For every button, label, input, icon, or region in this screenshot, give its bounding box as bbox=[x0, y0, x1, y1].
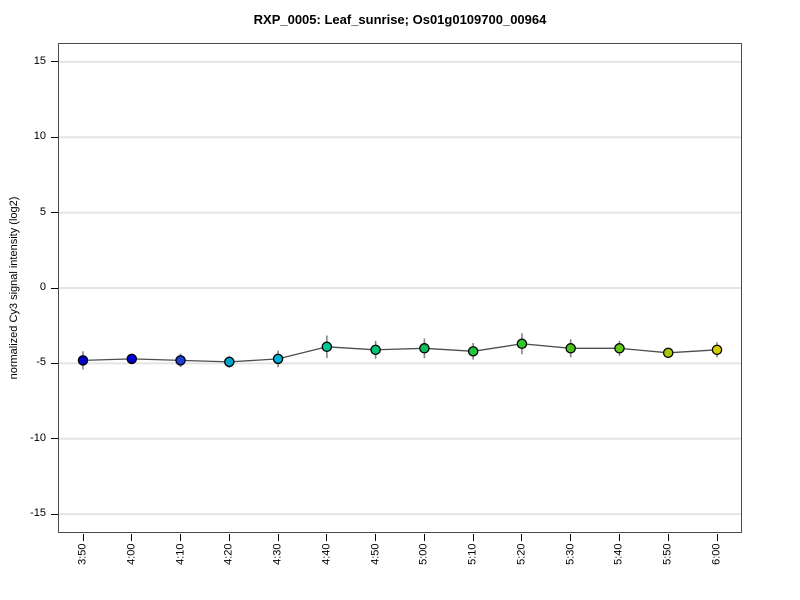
y-tick-label: -10 bbox=[30, 431, 46, 444]
y-tick-mark bbox=[51, 61, 58, 63]
y-tick-label: 10 bbox=[33, 130, 46, 143]
x-tick-label: 4:30 bbox=[271, 543, 284, 565]
x-tick-label: 4:50 bbox=[369, 543, 382, 565]
data-point bbox=[614, 343, 625, 354]
y-tick-label: -5 bbox=[36, 356, 46, 369]
y-tick-mark bbox=[51, 136, 58, 138]
y-tick-mark bbox=[51, 362, 58, 364]
x-tick-mark bbox=[570, 534, 572, 541]
x-tick-mark bbox=[180, 534, 182, 541]
y-tick-mark bbox=[51, 438, 58, 440]
data-point bbox=[711, 344, 723, 356]
x-tick-mark bbox=[716, 534, 718, 541]
data-point bbox=[175, 355, 186, 366]
x-tick-mark bbox=[472, 534, 474, 541]
series-line bbox=[82, 343, 718, 363]
x-tick-mark bbox=[277, 534, 279, 541]
data-point bbox=[467, 346, 479, 357]
y-tick-label: -15 bbox=[30, 507, 46, 520]
x-tick-label: 4:10 bbox=[174, 543, 187, 565]
data-point bbox=[565, 343, 576, 354]
data-point bbox=[419, 343, 430, 354]
y-tick-label: 0 bbox=[39, 281, 46, 293]
x-tick-label: 6:00 bbox=[710, 543, 723, 565]
x-tick-label: 5:30 bbox=[564, 543, 577, 565]
y-tick-mark bbox=[51, 212, 58, 214]
x-tick-label: 5:20 bbox=[515, 543, 528, 565]
data-point bbox=[272, 353, 284, 365]
data-point bbox=[224, 356, 235, 368]
y-tick-label: 5 bbox=[39, 205, 46, 218]
x-tick-mark bbox=[618, 534, 620, 541]
x-tick-label: 5:10 bbox=[466, 543, 479, 565]
x-tick-mark bbox=[131, 534, 133, 541]
x-tick-mark bbox=[326, 534, 328, 541]
x-tick-label: 4:40 bbox=[320, 543, 333, 565]
y-tick-mark bbox=[51, 287, 58, 289]
data-point bbox=[662, 347, 674, 359]
x-tick-label: 5:00 bbox=[417, 543, 430, 565]
x-tick-label: 4:20 bbox=[222, 543, 235, 565]
data-point bbox=[126, 353, 138, 365]
y-tick-mark bbox=[51, 513, 58, 515]
data-point bbox=[321, 341, 333, 353]
x-tick-mark bbox=[228, 534, 230, 541]
x-tick-mark bbox=[667, 534, 669, 541]
data-point bbox=[370, 344, 381, 356]
x-tick-mark bbox=[521, 534, 523, 541]
x-tick-label: 5:40 bbox=[612, 543, 625, 565]
x-tick-mark bbox=[423, 534, 425, 541]
x-tick-label: 5:50 bbox=[661, 543, 674, 565]
x-tick-mark bbox=[82, 534, 84, 541]
x-tick-label: 3:50 bbox=[76, 543, 89, 565]
x-tick-label: 4:00 bbox=[125, 543, 138, 565]
x-tick-mark bbox=[375, 534, 377, 541]
y-tick-label: 15 bbox=[33, 54, 46, 67]
data-point bbox=[516, 338, 528, 350]
chart-title: RXP_0005: Leaf_sunrise; Os01g0109700_009… bbox=[253, 12, 547, 27]
data-point bbox=[77, 355, 89, 366]
plot-area bbox=[58, 43, 742, 533]
plot-canvas bbox=[59, 60, 741, 516]
